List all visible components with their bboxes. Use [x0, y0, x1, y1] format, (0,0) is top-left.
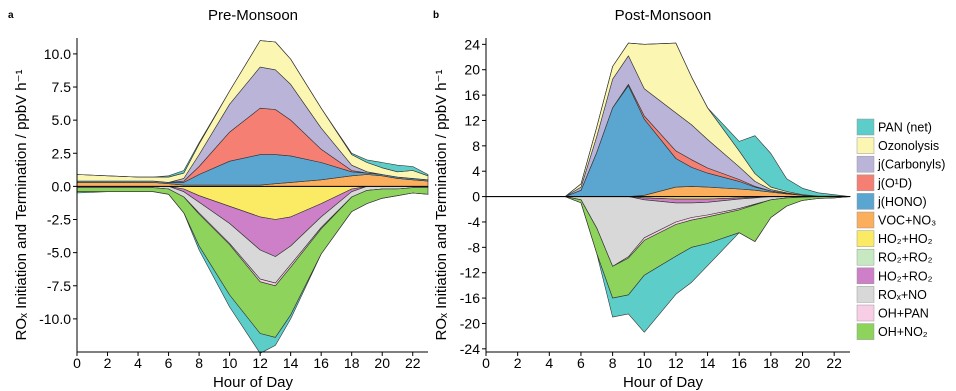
pre-x-tick-label: 10	[222, 355, 238, 371]
axes-pre-monsoon: 0 2 4 6 8 10 12 14 16 18 20 22 -10.0 -7.5 -5.0 -2.5 0.0 2…	[39, 38, 428, 371]
legend-swatch-ro2ro2	[856, 248, 875, 266]
pre-y-tick-label: 2.5	[52, 145, 72, 161]
post-y-tick-label: 24	[464, 36, 480, 52]
legend-swatch-ho2ho2	[856, 230, 875, 247]
legend-swatch-vocno3	[856, 211, 875, 229]
post-y-tick-label: 0	[472, 189, 480, 205]
pre-x-tick-label: 14	[283, 355, 299, 371]
post-y-tick-label: 16	[464, 87, 480, 103]
legend-label-pan: PAN (net)	[878, 121, 932, 135]
post-x-tick-label: 6	[577, 355, 585, 371]
post-x-tick-label: 16	[731, 355, 747, 371]
y-axis-label-pre-monsoon: ROₓ Initiation and Termination / ppbV h⁻…	[13, 69, 30, 340]
x-axis-label-post-monsoon: Hour of Day	[623, 374, 704, 391]
pre-y-tick-label: 5.0	[52, 112, 72, 128]
pre-x-tick-label: 20	[374, 355, 390, 371]
pre-x-tick-label: 8	[195, 355, 203, 371]
chart-title-pre-monsoon: Pre-Monsoon	[208, 7, 298, 24]
panel-letter-b: b	[433, 10, 439, 21]
legend-swatch-pan	[856, 118, 875, 136]
legend-swatch-ohpan	[856, 304, 875, 322]
legend-label-ho2ro2: HO₂+RO₂	[878, 269, 933, 283]
post-x-tick-label: 12	[668, 355, 684, 371]
pre-x-tick-label: 18	[344, 355, 360, 371]
legend-label-ho2ho2: HO₂+HO₂	[878, 232, 933, 246]
pre-y-tick-label: -7.5	[47, 278, 71, 294]
legend-label-ohpan: OH+PAN	[878, 307, 929, 321]
post-y-tick-label: -24	[460, 341, 480, 357]
legend-swatch-o1d	[856, 174, 875, 192]
post-y-tick-label: -4	[468, 214, 481, 230]
legend-swatch-ozo	[856, 137, 875, 154]
pre-x-tick-label: 12	[252, 355, 268, 371]
axes-post-monsoon: 0 2 4 6 8 10 12 14 16 18 20 22-24-20-16-12-8-404812…	[460, 36, 850, 371]
post-x-tick-label: 4	[545, 355, 553, 371]
pre-x-tick-label: 2	[104, 355, 112, 371]
panel-post-monsoon: b Post-Monsoon 0 2 4 6 8 10 12 14 16 18 20 22-24-20…	[433, 7, 851, 391]
pre-y-tick-label: -5.0	[47, 245, 71, 261]
x-axis-label-pre-monsoon: Hour of Day	[213, 374, 294, 391]
legend-swatch-ohno2	[856, 323, 875, 340]
y-axis-label-post-monsoon: ROₓ Initiation and Termination / ppbV h⁻…	[433, 69, 450, 340]
post-x-tick-label: 2	[514, 355, 522, 371]
legend-label-ohno2: OH+NO₂	[878, 325, 928, 339]
legend-swatch-ho2ro2	[856, 267, 875, 285]
pre-y-tick-label: 0.0	[52, 178, 72, 194]
legend-label-o1d: j(O¹D)	[877, 176, 912, 190]
pre-x-tick-label: 4	[134, 355, 142, 371]
post-y-tick-label: -20	[460, 315, 480, 331]
post-x-tick-label: 18	[763, 355, 779, 371]
post-x-tick-label: 22	[826, 355, 842, 371]
post-x-tick-label: 10	[636, 355, 652, 371]
panel-letter-a: a	[8, 10, 14, 21]
pre-y-tick-label: -2.5	[47, 212, 71, 228]
pre-x-tick-label: 16	[313, 355, 329, 371]
pre-area-pos-pan	[76, 40, 429, 178]
post-y-tick-label: 4	[472, 163, 480, 179]
legend-swatch-hono	[856, 193, 875, 210]
panel-pre-monsoon: a Pre-Monsoon 0 2 4 6 8 10 12 14 16 18 20 22 -10.0 -7…	[8, 7, 429, 391]
post-y-tick-label: -16	[460, 290, 480, 306]
post-y-tick-label: 12	[464, 112, 480, 128]
pre-area-neg-pan	[76, 191, 429, 354]
post-x-tick-label: 8	[609, 355, 617, 371]
post-y-tick-label: -12	[460, 265, 480, 281]
pre-x-tick-label: 0	[73, 355, 81, 371]
plot-areas-pre-monsoon	[76, 40, 429, 354]
legend-swatch-carb	[856, 155, 875, 173]
legend-label-ro2ro2: RO₂+RO₂	[878, 251, 933, 265]
legend-label-ozo: Ozonolysis	[878, 139, 939, 153]
legend-label-carb: j(Carbonyls)	[877, 158, 945, 172]
plot-areas-post-monsoon	[485, 42, 851, 333]
pre-y-tick-label: -10.0	[39, 311, 71, 327]
legend-label-hono: j(HONO)	[877, 195, 927, 209]
post-y-tick-label: 20	[464, 62, 480, 78]
pre-y-tick-label: 10.0	[44, 46, 71, 62]
pre-y-tick-label: 7.5	[52, 79, 72, 95]
post-x-tick-label: 20	[795, 355, 811, 371]
post-y-tick-label: -8	[468, 239, 481, 255]
legend-swatch-roxno	[856, 286, 875, 303]
legend: PAN (net) Ozonolysis j(Carbonyls) j(O¹D) j(H…	[856, 118, 945, 340]
post-x-tick-label: 0	[482, 355, 490, 371]
legend-label-vocno3: VOC+NO₃	[878, 214, 936, 228]
chart-title-post-monsoon: Post-Monsoon	[615, 7, 712, 24]
pre-x-tick-label: 22	[405, 355, 421, 371]
post-y-tick-label: 8	[472, 138, 480, 154]
pre-x-tick-label: 6	[165, 355, 173, 371]
legend-label-roxno: ROₓ+NO	[878, 288, 927, 302]
post-x-tick-label: 14	[700, 355, 716, 371]
